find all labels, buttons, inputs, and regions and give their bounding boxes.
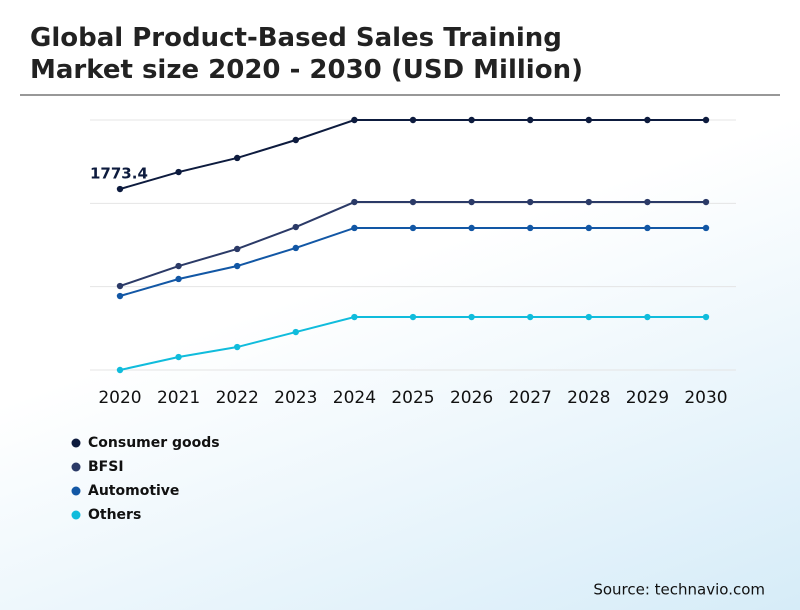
point <box>585 313 592 321</box>
x-tick-label: 2029 <box>626 388 669 408</box>
point <box>527 116 534 124</box>
point <box>585 224 592 232</box>
x-tick-label: 2028 <box>567 388 610 408</box>
point <box>527 313 534 321</box>
legend-marker <box>71 486 81 496</box>
value-label: 1773.4 <box>90 165 148 183</box>
point <box>351 224 358 232</box>
point <box>175 168 182 176</box>
x-tick-label: 2024 <box>333 388 376 408</box>
legend-label: Automotive <box>88 483 179 499</box>
point <box>468 313 475 321</box>
point <box>644 313 651 321</box>
point <box>234 343 241 351</box>
point <box>292 244 299 252</box>
legend-label: BFSI <box>88 459 124 475</box>
legend-label: Others <box>88 507 141 523</box>
point <box>409 224 417 232</box>
point <box>585 198 592 206</box>
point <box>644 198 651 206</box>
x-tick-label: 2030 <box>684 388 727 408</box>
series-line <box>119 119 706 191</box>
point <box>702 198 710 206</box>
point <box>409 313 417 321</box>
x-tick-label: 2021 <box>157 388 200 408</box>
point <box>351 116 358 124</box>
legend-marker <box>71 438 81 448</box>
series-line <box>119 316 706 371</box>
point <box>527 224 534 232</box>
point <box>644 116 651 124</box>
point <box>702 313 710 321</box>
chart-title: Global Product-Based Sales Training Mark… <box>30 23 583 85</box>
legend-label: Consumer goods <box>88 435 220 451</box>
x-tick-label: 2025 <box>391 388 434 408</box>
point <box>116 292 124 300</box>
legend-marker <box>71 510 81 520</box>
point <box>292 223 299 231</box>
point <box>175 353 182 361</box>
point <box>116 366 124 374</box>
point <box>702 224 710 232</box>
x-tick-label: 2022 <box>216 388 259 408</box>
point <box>527 198 534 206</box>
point <box>351 198 358 206</box>
point <box>409 198 417 206</box>
point <box>116 282 124 290</box>
point <box>644 224 651 232</box>
source: Source: technavio.com <box>593 581 765 599</box>
point <box>234 154 241 162</box>
point <box>234 245 241 253</box>
point <box>702 116 710 124</box>
x-tick-label: 2026 <box>450 388 493 408</box>
point <box>292 136 299 144</box>
legend-marker <box>71 462 81 472</box>
point <box>585 116 592 124</box>
x-tick-label: 2020 <box>98 388 141 408</box>
point <box>351 313 358 321</box>
point <box>409 116 417 124</box>
x-tick-label: 2023 <box>274 388 317 408</box>
x-tick-label: 2027 <box>509 388 552 408</box>
point <box>234 262 241 270</box>
point <box>468 198 475 206</box>
series-line <box>119 226 706 297</box>
point <box>292 328 299 336</box>
point <box>468 116 475 124</box>
point <box>116 185 124 193</box>
point <box>175 275 182 283</box>
point <box>175 262 182 270</box>
point <box>468 224 475 232</box>
